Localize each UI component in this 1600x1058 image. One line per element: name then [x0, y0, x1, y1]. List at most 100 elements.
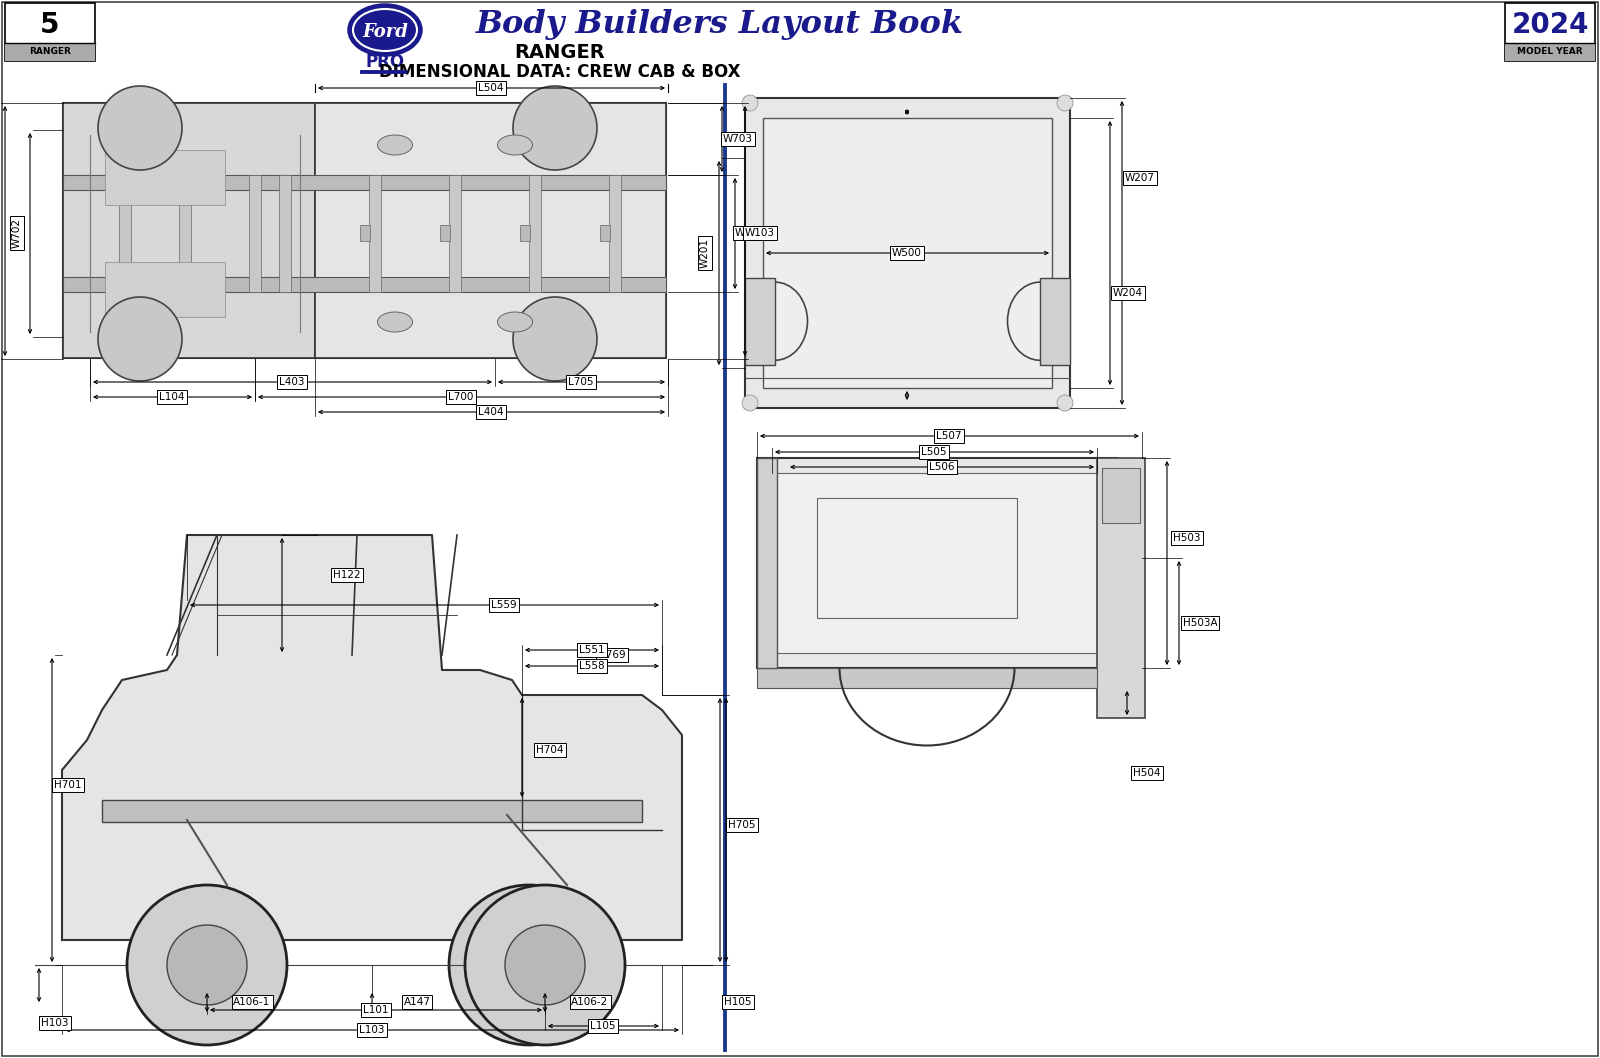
Bar [746, 98, 1070, 408]
Text: H103: H103 [42, 1018, 69, 1028]
Text: L506: L506 [930, 462, 955, 472]
Bar [250, 175, 261, 292]
Bar [62, 103, 666, 358]
Bar [370, 175, 381, 292]
Text: MODEL YEAR: MODEL YEAR [1517, 48, 1582, 56]
Text: A106-2: A106-2 [571, 997, 608, 1007]
Text: W703: W703 [723, 134, 754, 144]
Text: L507: L507 [936, 431, 962, 441]
Circle shape [98, 86, 182, 170]
Text: H503: H503 [1173, 533, 1200, 543]
Bar [520, 225, 530, 241]
Text: H122: H122 [333, 570, 362, 580]
Circle shape [450, 884, 610, 1045]
Text: H769: H769 [598, 650, 626, 660]
Ellipse shape [498, 135, 533, 156]
Circle shape [514, 297, 597, 381]
Bar [179, 175, 190, 292]
Text: W207: W207 [1125, 174, 1155, 183]
Bar [746, 278, 774, 365]
Bar [360, 225, 370, 241]
Text: W103: W103 [746, 229, 774, 238]
Text: L705: L705 [568, 377, 594, 387]
Bar [1098, 458, 1146, 718]
Text: H701: H701 [54, 780, 82, 790]
Text: 2024: 2024 [1512, 11, 1589, 39]
Circle shape [742, 95, 758, 111]
Text: H705: H705 [728, 820, 755, 829]
Bar [530, 175, 541, 292]
Bar [440, 225, 450, 241]
Text: H704: H704 [536, 745, 563, 755]
Circle shape [742, 395, 758, 411]
Bar [1102, 468, 1139, 523]
Text: H504: H504 [1133, 768, 1160, 778]
Bar [763, 118, 1053, 388]
Circle shape [466, 884, 626, 1045]
Bar [600, 225, 610, 241]
Circle shape [506, 925, 586, 1005]
Text: L105: L105 [590, 1021, 616, 1030]
Text: Ford: Ford [362, 23, 408, 41]
Text: A147: A147 [403, 997, 430, 1007]
Text: Body Builders Layout Book: Body Builders Layout Book [477, 10, 963, 40]
Text: W704: W704 [734, 229, 765, 238]
Text: L404: L404 [478, 407, 504, 417]
Bar [757, 458, 1117, 668]
Text: W702: W702 [13, 218, 22, 248]
Bar [771, 473, 1102, 653]
Text: L101: L101 [363, 1005, 389, 1015]
Bar [62, 175, 666, 190]
Text: 5: 5 [40, 11, 59, 39]
Text: L551: L551 [579, 645, 605, 655]
Text: H105: H105 [725, 997, 752, 1007]
Bar [757, 668, 1098, 688]
Bar [757, 458, 778, 668]
Circle shape [126, 884, 286, 1045]
Text: L505: L505 [922, 446, 947, 457]
Bar [1040, 278, 1070, 365]
Circle shape [1058, 395, 1074, 411]
Text: L103: L103 [360, 1025, 384, 1035]
Text: RANGER: RANGER [515, 42, 605, 61]
Circle shape [1058, 95, 1074, 111]
Text: DIMENSIONAL DATA: CREW CAB & BOX: DIMENSIONAL DATA: CREW CAB & BOX [379, 63, 741, 81]
Bar [1506, 43, 1595, 61]
Ellipse shape [378, 312, 413, 332]
Bar [106, 262, 226, 317]
Bar [102, 800, 642, 822]
Ellipse shape [378, 135, 413, 156]
Circle shape [166, 925, 246, 1005]
Bar [5, 3, 94, 61]
Text: H503A: H503A [1182, 618, 1218, 628]
Circle shape [514, 86, 597, 170]
Bar [818, 498, 1018, 618]
Text: L104: L104 [160, 393, 184, 402]
Text: W500: W500 [893, 248, 922, 258]
Text: PRO: PRO [365, 53, 405, 71]
Text: L403: L403 [280, 377, 304, 387]
Circle shape [98, 297, 182, 381]
Bar [5, 43, 94, 61]
Text: L559: L559 [491, 600, 517, 610]
Text: L700: L700 [448, 393, 474, 402]
Text: L504: L504 [478, 83, 504, 93]
Bar [315, 103, 666, 358]
Ellipse shape [349, 5, 421, 55]
Text: W201: W201 [701, 238, 710, 268]
Bar [610, 175, 621, 292]
Polygon shape [62, 535, 682, 940]
Bar [1506, 3, 1595, 61]
Bar [106, 150, 226, 205]
Bar [62, 103, 315, 358]
Text: RANGER: RANGER [29, 48, 70, 56]
Bar [278, 175, 291, 292]
Text: L558: L558 [579, 661, 605, 671]
Text: W204: W204 [1114, 288, 1142, 298]
Bar [450, 175, 461, 292]
Ellipse shape [498, 312, 533, 332]
Bar [62, 277, 666, 292]
Text: A106-1: A106-1 [234, 997, 270, 1007]
Ellipse shape [354, 10, 418, 51]
Bar [118, 175, 131, 292]
